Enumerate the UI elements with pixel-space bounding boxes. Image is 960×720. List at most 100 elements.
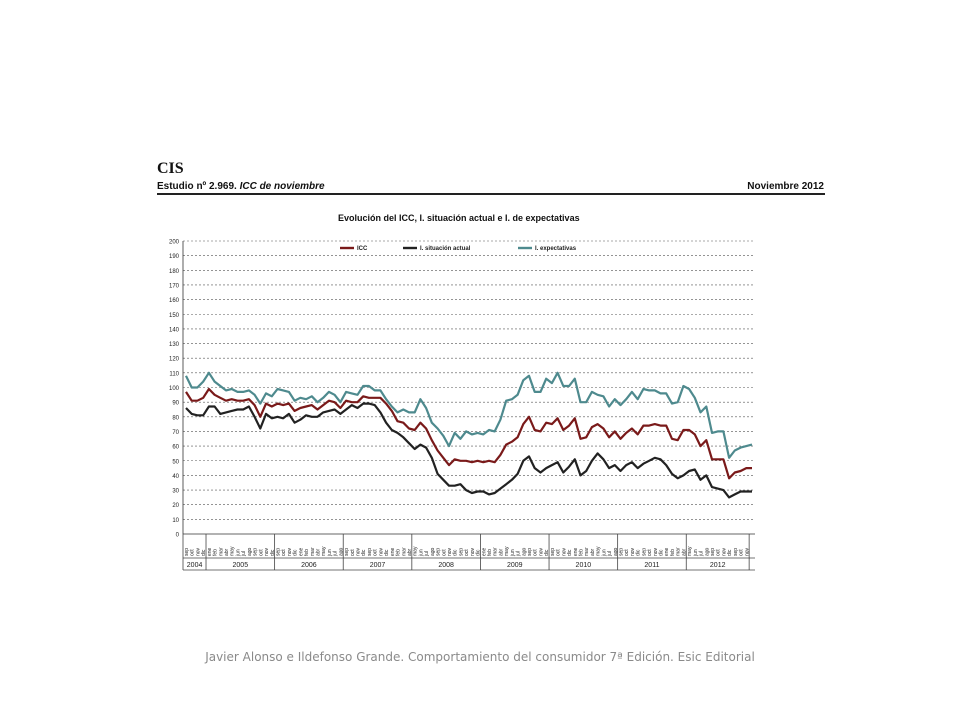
y-tick-label: 150 xyxy=(169,313,180,319)
x-tick-label: oct xyxy=(624,549,630,556)
x-tick-label: jul xyxy=(333,551,339,557)
x-tick-label: may xyxy=(413,546,419,556)
y-tick-label: 30 xyxy=(172,489,179,495)
series-line xyxy=(185,371,753,459)
x-tick-label: ene xyxy=(481,547,487,556)
x-tick-label: oct xyxy=(350,549,356,556)
x-tick-label: sep xyxy=(710,548,716,556)
x-tick-label: abr xyxy=(407,548,413,556)
x-tick-label: mar xyxy=(310,547,316,556)
x-tick-label: ago xyxy=(521,547,527,556)
x-tick-label: oct xyxy=(533,549,539,556)
y-tick-label: 80 xyxy=(172,415,179,421)
x-tick-label: mar xyxy=(218,547,224,556)
x-tick-label: feb xyxy=(578,549,584,556)
x-tick-label: sep xyxy=(344,548,350,556)
x-tick-label: mar xyxy=(401,547,407,556)
x-tick-label: abr xyxy=(681,548,687,556)
year-label: 2006 xyxy=(301,562,317,569)
x-tick-label: jun xyxy=(693,549,699,557)
x-tick-label: dic xyxy=(384,549,390,556)
x-tick-label: ene xyxy=(573,547,579,556)
y-tick-label: 110 xyxy=(169,371,179,377)
y-tick-label: 100 xyxy=(169,386,180,392)
x-tick-label: abr xyxy=(224,548,230,556)
y-tick-label: 90 xyxy=(172,401,179,407)
study-date: Noviembre 2012 xyxy=(747,181,824,192)
x-tick-label: mar xyxy=(493,547,499,556)
chart-title: Evolución del ICC, I. situación actual e… xyxy=(338,213,580,223)
x-tick-label: sep xyxy=(458,548,464,556)
y-tick-label: 40 xyxy=(172,474,179,480)
x-tick-label: oct xyxy=(464,549,470,556)
x-tick-label: nov xyxy=(653,547,659,556)
x-tick-label: ago xyxy=(704,547,710,556)
x-tick-label: sep xyxy=(550,548,556,556)
x-tick-label: sep xyxy=(275,548,281,556)
y-tick-label: 180 xyxy=(169,269,180,275)
y-tick-label: 190 xyxy=(169,254,180,260)
x-tick-label: dic xyxy=(201,549,207,556)
x-tick-label: nov xyxy=(721,547,727,556)
x-tick-label: jul xyxy=(516,551,522,557)
x-tick-label: feb xyxy=(487,549,493,556)
study-title: Estudio nº 2.969. ICC de noviembre xyxy=(157,181,325,192)
x-tick-label: dic xyxy=(361,549,367,556)
x-tick-label: dic xyxy=(270,549,276,556)
x-tick-label: oct xyxy=(258,549,264,556)
year-label: 2007 xyxy=(370,562,386,569)
series-line xyxy=(185,387,752,480)
x-tick-label: oct xyxy=(441,549,447,556)
x-tick-label: sep xyxy=(619,548,625,556)
x-tick-label: nov xyxy=(447,547,453,556)
x-tick-label: jul xyxy=(699,551,705,557)
y-tick-label: 60 xyxy=(172,445,179,451)
x-tick-label: may xyxy=(230,546,236,556)
x-tick-label: dic xyxy=(453,549,459,556)
x-tick-label: sep xyxy=(253,548,259,556)
x-tick-label: dic xyxy=(476,549,482,556)
y-tick-label: 50 xyxy=(172,459,179,465)
x-tick-label: ene xyxy=(207,547,213,556)
x-tick-label: dic xyxy=(567,549,573,556)
x-tick-label: may xyxy=(596,546,602,556)
x-tick-label: ene xyxy=(298,547,304,556)
x-tick-label: ene xyxy=(390,547,396,556)
x-tick-label: nov xyxy=(744,547,750,556)
x-tick-label: nov xyxy=(538,547,544,556)
x-tick-label: may xyxy=(321,546,327,556)
x-tick-label: abr xyxy=(498,548,504,556)
year-label: 2011 xyxy=(644,562,659,569)
x-tick-label: oct xyxy=(739,549,745,556)
x-tick-label: oct xyxy=(190,549,196,556)
x-tick-label: feb xyxy=(396,549,402,556)
x-tick-label: feb xyxy=(304,549,310,556)
y-tick-label: 120 xyxy=(169,357,180,363)
legend-label: I. situación actual xyxy=(420,246,471,252)
year-label: 2004 xyxy=(187,562,203,569)
x-tick-label: jul xyxy=(241,551,247,557)
x-tick-label: nov xyxy=(356,547,362,556)
y-tick-label: 10 xyxy=(172,518,179,524)
x-tick-label: dic xyxy=(727,549,733,556)
year-label: 2005 xyxy=(233,562,249,569)
y-tick-label: 70 xyxy=(172,430,179,436)
x-tick-label: oct xyxy=(556,549,562,556)
legend-label: I. expectativas xyxy=(535,246,577,252)
x-tick-label: nov xyxy=(561,547,567,556)
y-tick-label: 0 xyxy=(176,533,180,539)
x-tick-label: ago xyxy=(247,547,253,556)
study-name: ICC de noviembre xyxy=(239,181,325,192)
year-label: 2009 xyxy=(507,562,523,569)
x-tick-label: sep xyxy=(641,548,647,556)
y-tick-label: 140 xyxy=(169,327,180,333)
x-tick-label: ago xyxy=(613,547,619,556)
x-tick-label: nov xyxy=(264,547,270,556)
y-tick-label: 200 xyxy=(169,240,180,246)
x-tick-label: dic xyxy=(544,549,550,556)
x-tick-label: dic xyxy=(636,549,642,556)
line-chart: 0 10 20 30 40 50 60 70 80 90 100 110 120 130 140 150 160… xyxy=(169,240,755,571)
x-tick-label: ago xyxy=(430,547,436,556)
y-tick-label: 160 xyxy=(169,298,180,304)
